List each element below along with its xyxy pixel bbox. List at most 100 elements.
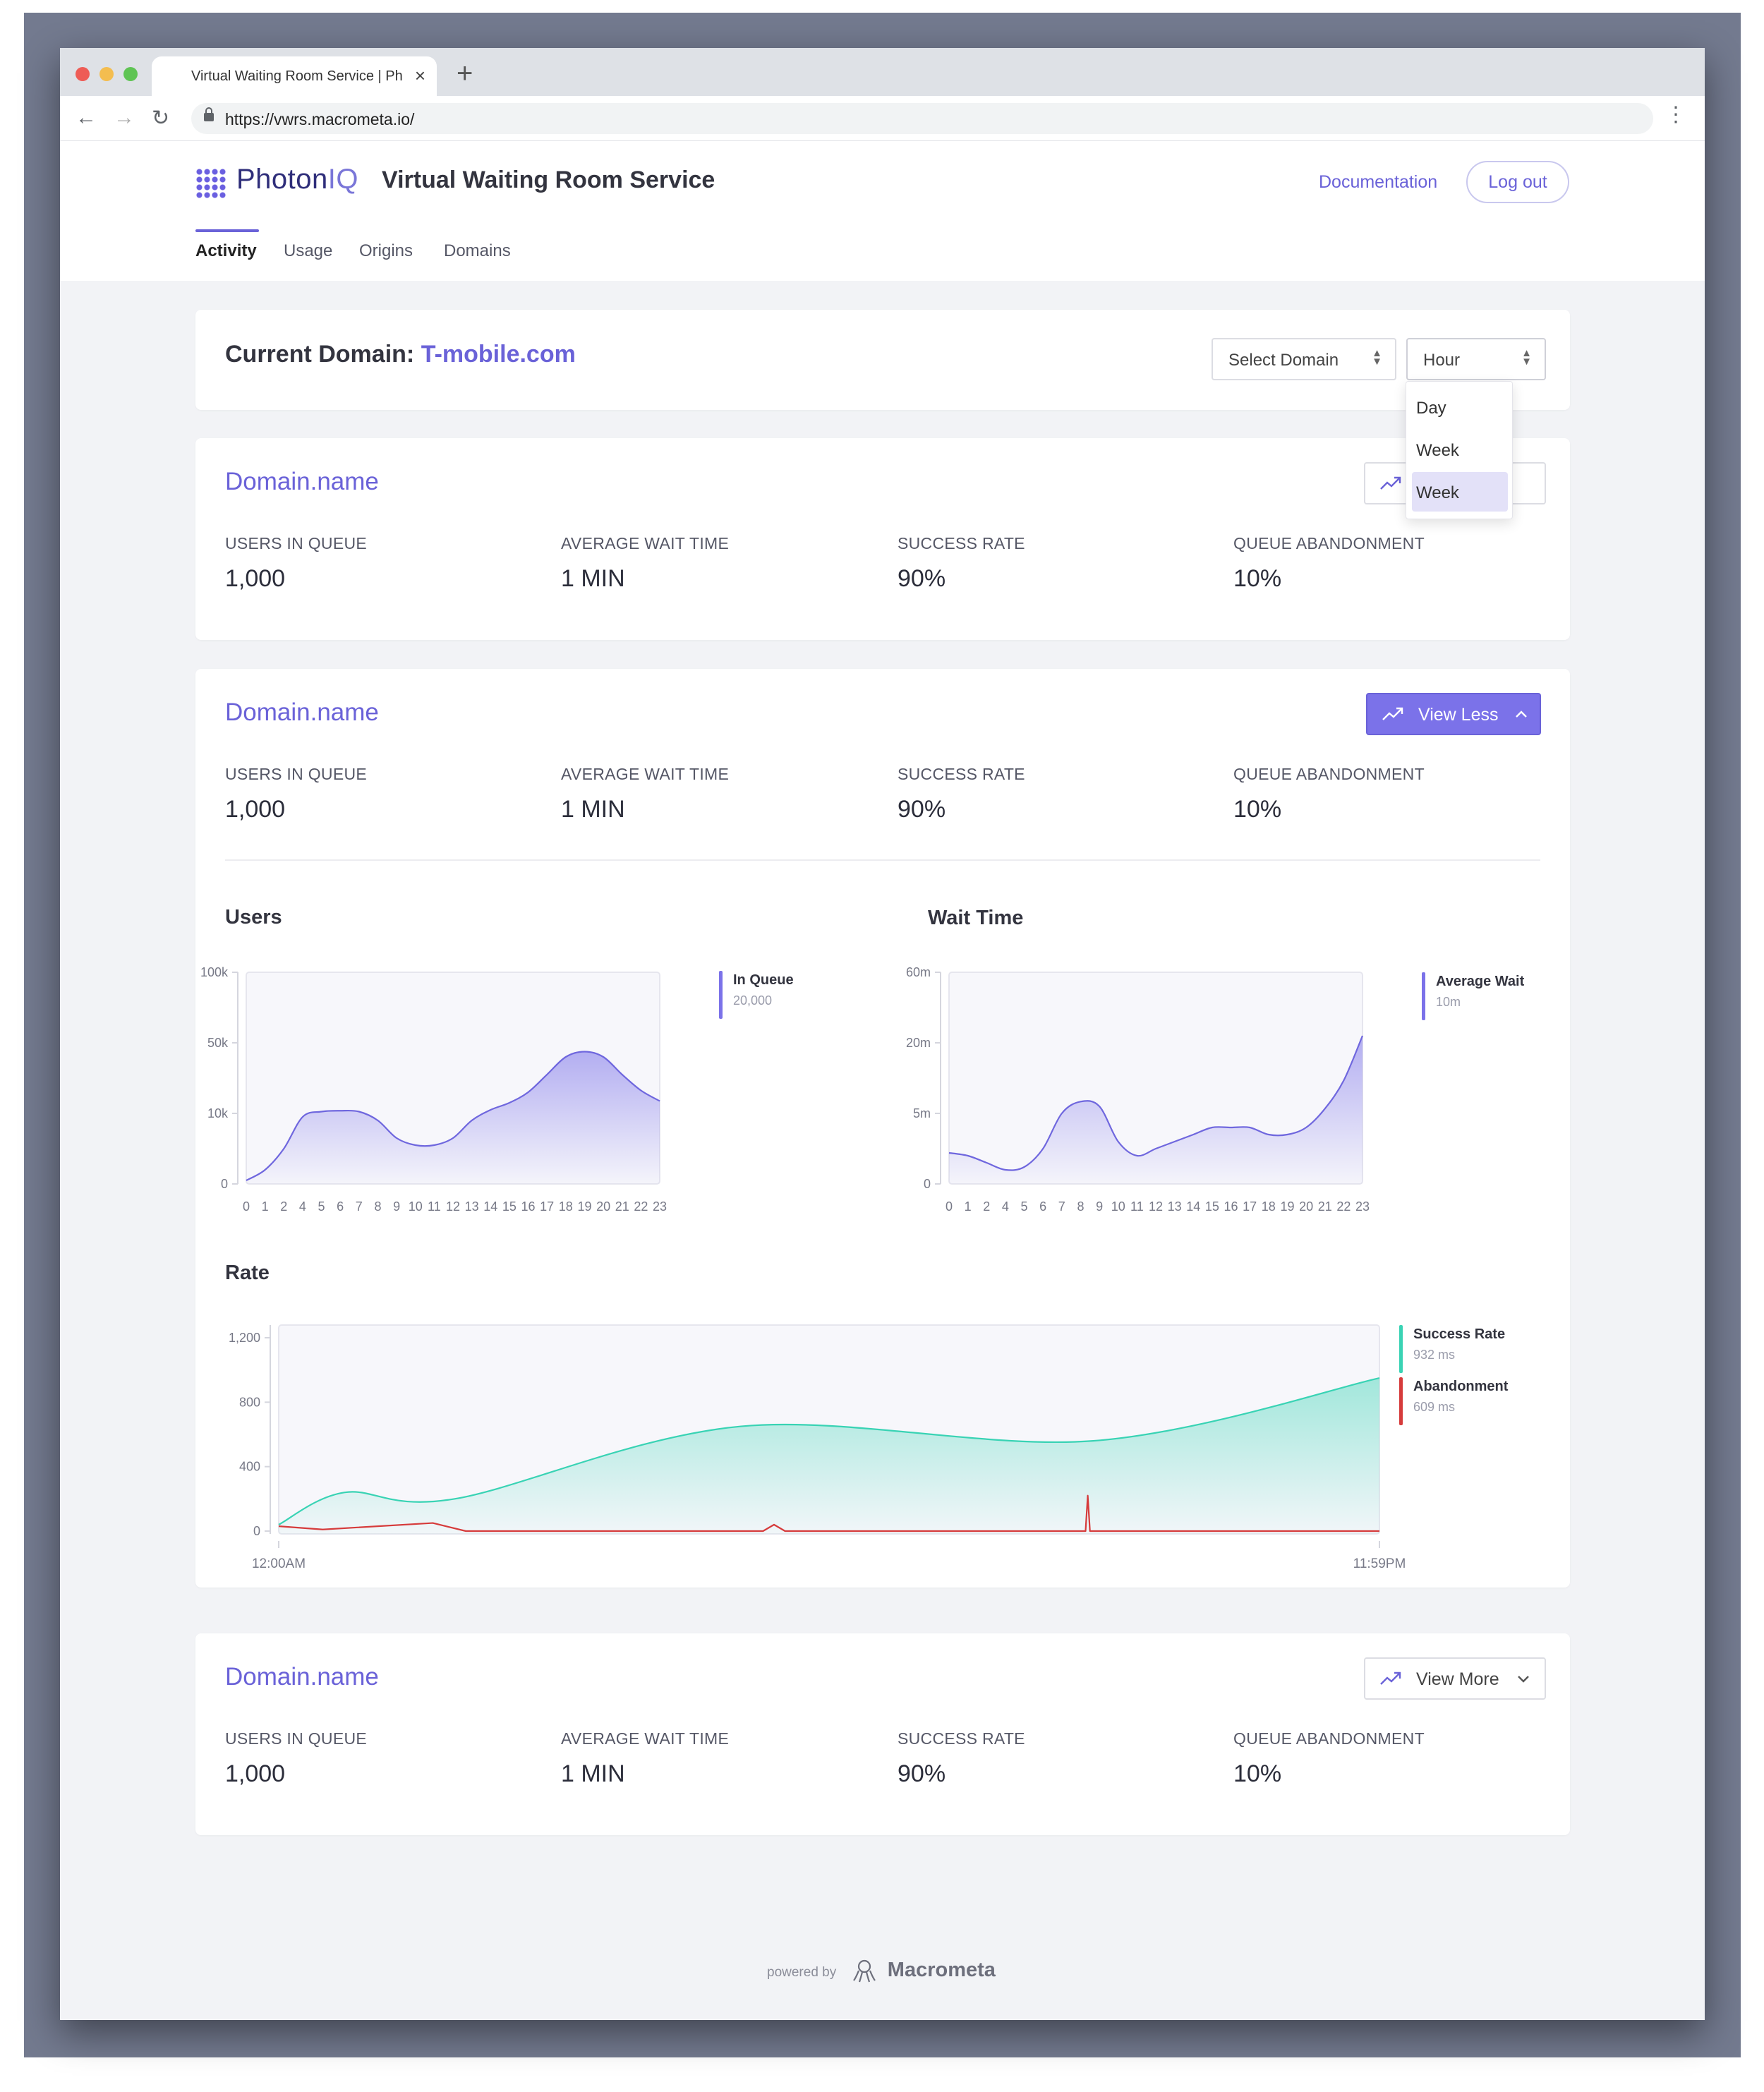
x-tick-label: 11 — [1130, 1199, 1144, 1214]
legend-name-in-queue: In Queue — [733, 972, 794, 988]
legend-swatch-average-wait — [1422, 972, 1425, 1020]
tab-usage[interactable]: Usage — [284, 241, 333, 260]
select-domain-dropdown[interactable]: Select Domain ▲ ▼ — [1212, 338, 1396, 380]
x-tick-label: 23 — [653, 1199, 667, 1214]
y-tick-label: 1,200 — [229, 1331, 260, 1345]
series-line-abandonment — [278, 1494, 1379, 1532]
period-option-day[interactable]: Day — [1416, 399, 1446, 418]
view-more-button[interactable]: View More — [1364, 1657, 1546, 1700]
domain-title: Domain.name — [225, 1663, 379, 1691]
brand-logo[interactable]: PhotonIQ — [236, 164, 358, 195]
current-domain-label: Current Domain: — [225, 341, 415, 368]
browser-window: Virtual Waiting Room Service | PhotonIQ … — [60, 48, 1705, 2020]
x-tick-label: 13 — [1168, 1199, 1182, 1214]
favicon-icon — [166, 68, 183, 85]
legend-value-average-wait: 10m — [1436, 995, 1461, 1009]
reload-icon[interactable]: ↻ — [152, 107, 170, 130]
browser-tab[interactable]: Virtual Waiting Room Service | PhotonIQ … — [152, 56, 437, 96]
period-option-week-selected[interactable]: Week — [1412, 472, 1508, 512]
x-tick-label: 0 — [243, 1199, 250, 1214]
y-tick-label: 20m — [906, 1036, 931, 1050]
x-tick-label: 14 — [1186, 1199, 1200, 1214]
stat-value-success-rate: 90% — [898, 796, 946, 823]
period-label: Hour — [1423, 351, 1461, 370]
trend-up-icon — [1379, 1670, 1402, 1687]
x-tick-label: 5 — [1021, 1199, 1028, 1214]
trend-up-icon — [1379, 475, 1402, 492]
y-tick-label: 5m — [913, 1106, 931, 1120]
domain-card: Domain.name View More USERS IN QUEUE AVE… — [195, 1633, 1570, 1835]
x-tick-label: 1 — [965, 1199, 972, 1214]
series-line-in-queue — [246, 1051, 660, 1181]
stat-label-success-rate: SUCCESS RATE — [898, 534, 1025, 552]
minimize-window-button[interactable] — [99, 67, 114, 81]
close-window-button[interactable] — [75, 67, 90, 81]
x-tick-label: 12 — [446, 1199, 460, 1214]
new-tab-icon[interactable]: + — [457, 58, 473, 89]
stat-label-users-in-queue: USERS IN QUEUE — [225, 534, 368, 552]
brand-iq-text: IQ — [327, 164, 359, 195]
x-tick-label: 11 — [428, 1199, 441, 1214]
powered-by-text: powered by — [767, 1965, 837, 1981]
legend-value-in-queue: 20,000 — [733, 993, 773, 1008]
stat-value-queue-abandonment: 10% — [1233, 565, 1282, 592]
stat-value-success-rate: 90% — [898, 565, 946, 592]
stat-label-success-rate: SUCCESS RATE — [898, 765, 1025, 783]
forward-arrow-icon[interactable]: → — [114, 106, 135, 129]
documentation-link[interactable]: Documentation — [1319, 172, 1438, 192]
x-tick-label: 10 — [409, 1199, 423, 1214]
y-tick-label: 800 — [239, 1395, 260, 1409]
legend-swatch-success-rate — [1399, 1325, 1403, 1373]
stat-label-average-wait: AVERAGE WAIT TIME — [561, 765, 730, 783]
x-tick-label: 9 — [393, 1199, 400, 1214]
series-area-average-wait — [949, 1036, 1363, 1184]
x-tick-label: 14 — [483, 1199, 497, 1214]
x-tick-label: 2 — [983, 1199, 990, 1214]
current-domain-card: Current Domain: T-mobile.com Select Doma… — [195, 310, 1570, 410]
x-tick-label: 16 — [1224, 1199, 1238, 1214]
y-tick-label: 400 — [239, 1460, 260, 1474]
chevron-down-icon — [1516, 1674, 1530, 1684]
footer: powered by Macrometa — [767, 1958, 996, 1988]
back-arrow-icon[interactable]: ← — [75, 106, 97, 129]
maximize-window-button[interactable] — [123, 67, 138, 81]
legend-swatch-abandonment — [1399, 1377, 1403, 1425]
tab-title: Virtual Waiting Room Service | PhotonIQ — [191, 68, 403, 84]
select-domain-label: Select Domain — [1228, 351, 1339, 370]
brand-text: Photon — [236, 164, 328, 195]
chevron-up-icon — [1514, 709, 1528, 719]
domain-title: Domain.name — [225, 699, 379, 726]
period-option-week[interactable]: Week — [1416, 441, 1459, 460]
domain-card: Domain.name USERS IN QUEUE AVERAGE WAIT … — [195, 438, 1570, 640]
legend-value-success-rate: 932 ms — [1413, 1348, 1456, 1362]
x-tick-label: 21 — [1318, 1199, 1332, 1214]
view-less-button[interactable]: View Less — [1366, 693, 1541, 735]
tab-domains[interactable]: Domains — [444, 241, 511, 260]
stat-value-success-rate: 90% — [898, 1760, 946, 1787]
x-tick-label-start: 12:00AM — [252, 1556, 306, 1571]
close-tab-icon[interactable]: × — [414, 65, 425, 86]
macrometa-octopus-icon — [852, 1958, 877, 1988]
x-tick-label: 16 — [521, 1199, 536, 1214]
x-tick-label: 17 — [540, 1199, 554, 1214]
wait-chart-title: Wait Time — [928, 907, 1024, 929]
x-tick-label: 15 — [1205, 1199, 1219, 1214]
stat-value-average-wait: 1 MIN — [561, 565, 625, 592]
lock-icon — [204, 107, 214, 121]
stat-label-queue-abandonment: QUEUE ABANDONMENT — [1233, 534, 1425, 552]
period-dropdown[interactable]: Hour ▲ ▼ — [1406, 338, 1546, 380]
series-area-in-queue — [246, 1051, 660, 1184]
x-tick-label: 0 — [946, 1199, 953, 1214]
x-tick-label: 22 — [1336, 1199, 1351, 1214]
macrometa-logo-text[interactable]: Macrometa — [887, 1959, 996, 1982]
url-text: https://vwrs.macrometa.io/ — [225, 110, 415, 128]
stat-value-queue-abandonment: 10% — [1233, 1760, 1282, 1787]
address-bar[interactable]: https://vwrs.macrometa.io/ — [191, 103, 1653, 134]
page-title: Virtual Waiting Room Service — [382, 167, 715, 193]
logout-button[interactable]: Log out — [1466, 161, 1569, 203]
tab-activity[interactable]: Activity — [195, 241, 257, 260]
tab-origins[interactable]: Origins — [359, 241, 413, 260]
browser-menu-icon[interactable]: ⋮ — [1665, 103, 1686, 126]
